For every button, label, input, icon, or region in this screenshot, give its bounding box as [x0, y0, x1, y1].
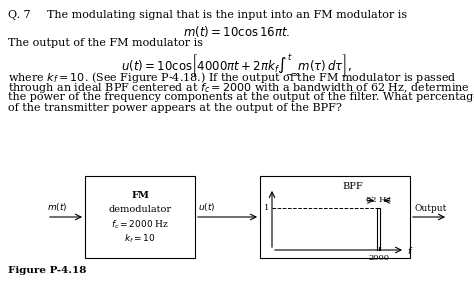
Text: through an ideal BPF centered at $f_c = 2000$ with a bandwidth of 62 Hz, determi: through an ideal BPF centered at $f_c = … [8, 81, 470, 95]
Text: the power of the frequency components at the output of the filter. What percenta: the power of the frequency components at… [8, 92, 474, 102]
Text: 62 Hz: 62 Hz [366, 196, 391, 204]
Text: $f$: $f$ [407, 245, 413, 255]
Text: $u(t) = 10\cos\!\left[4000\pi t + 2\pi k_f \int_{-\infty}^{t}\! m(\tau)\,d\tau\r: $u(t) = 10\cos\!\left[4000\pi t + 2\pi k… [121, 53, 353, 80]
Text: $m(t)$: $m(t)$ [47, 201, 67, 213]
Text: Output: Output [415, 204, 447, 213]
Text: Figure P-4.18: Figure P-4.18 [8, 266, 86, 275]
Text: BPF: BPF [343, 182, 364, 191]
Text: Q. 7: Q. 7 [8, 10, 31, 20]
Text: of the transmitter power appears at the output of the BPF?: of the transmitter power appears at the … [8, 103, 342, 113]
Text: The output of the FM modulator is: The output of the FM modulator is [8, 38, 203, 48]
Text: $u(t)$: $u(t)$ [198, 201, 216, 213]
Text: where $k_f = 10$. (See Figure P-4.18.) If the output of the FM modulator is pass: where $k_f = 10$. (See Figure P-4.18.) I… [8, 70, 456, 85]
Bar [85, 176, 195, 258]
Text: $k_f = 10$: $k_f = 10$ [124, 233, 156, 245]
Text: FM: FM [131, 190, 149, 200]
Text: The modulating signal that is the input into an FM modulator is: The modulating signal that is the input … [47, 10, 407, 20]
Text: demodulator: demodulator [109, 204, 172, 213]
Text: 1: 1 [264, 204, 269, 213]
Bar [260, 176, 410, 258]
Text: 2000: 2000 [368, 254, 389, 262]
Text: $f_c = 2000$ Hz: $f_c = 2000$ Hz [111, 219, 169, 231]
Text: $m(t) = 10\cos 16\pi t.$: $m(t) = 10\cos 16\pi t.$ [183, 24, 291, 39]
